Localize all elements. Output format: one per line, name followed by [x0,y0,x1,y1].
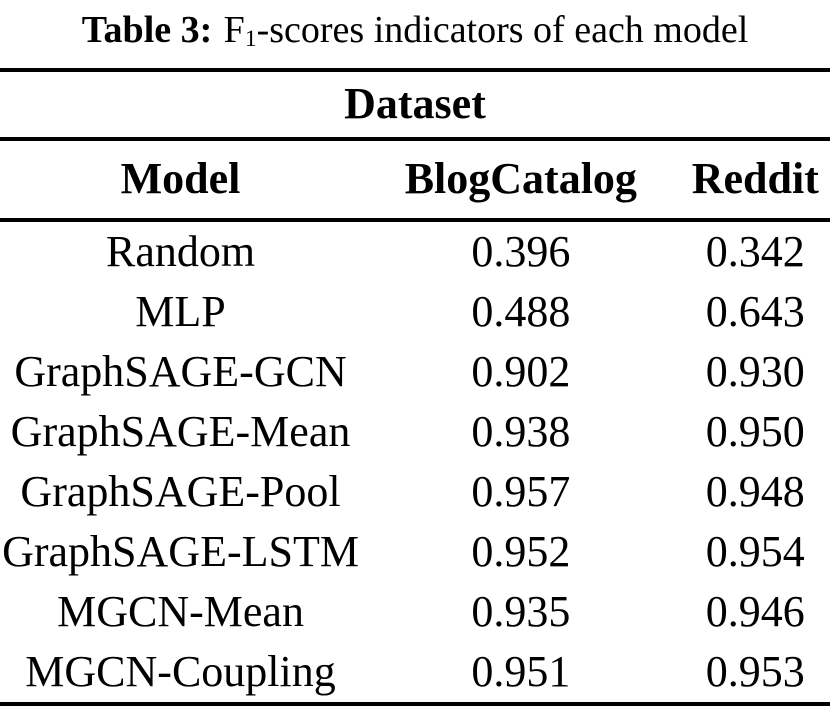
reddit-score-cell: 0.946 [705,586,805,636]
blogcatalog-score-cell: 0.396 [471,226,571,276]
dataset-group-header: Dataset [0,70,830,141]
reddit-score-cell: 0.953 [705,646,805,696]
table-row: Random 0.396 0.342 [0,220,830,282]
reddit-score-cell: 0.643 [705,286,805,336]
table-row: GraphSAGE-LSTM 0.952 0.954 [0,522,830,582]
model-name-cell: Random [105,226,256,276]
caption-metric-subscript: 1 [244,26,257,53]
table-row: MLP 0.488 0.643 [0,282,830,342]
table-row: GraphSAGE-GCN 0.902 0.930 [0,342,830,402]
reddit-score-cell: 0.930 [705,346,805,396]
group-header-row: Dataset [0,70,830,141]
model-name-cell: GraphSAGE-GCN [14,346,347,396]
caption-text: -scores indicators of each model [256,9,749,51]
blogcatalog-score-cell: 0.952 [471,526,571,576]
table-row: MGCN-Mean 0.935 0.946 [0,582,830,642]
model-name-cell: MGCN-Coupling [25,646,336,696]
column-header-reddit: Reddit [680,139,830,222]
table-caption-label: Table 3: [81,9,213,51]
caption-metric-symbol: F [223,9,245,51]
model-name-cell: GraphSAGE-Pool [20,466,341,516]
reddit-score-cell: 0.342 [705,226,805,276]
f1-scores-table: Dataset Model BlogCatalog Reddit Random … [0,68,830,706]
blogcatalog-score-cell: 0.938 [471,406,571,456]
model-name-cell: GraphSAGE-Mean [10,406,351,456]
blogcatalog-score-cell: 0.935 [471,586,571,636]
model-name-cell: GraphSAGE-LSTM [2,526,359,576]
column-header-blogcatalog: BlogCatalog [361,139,681,222]
column-header-model: Model [0,139,362,222]
column-header-row: Model BlogCatalog Reddit [0,139,830,222]
table-row: GraphSAGE-Mean 0.938 0.950 [0,402,830,462]
blogcatalog-score-cell: 0.488 [471,286,571,336]
model-name-cell: MGCN-Mean [57,586,304,636]
table-caption: Table 3: F1-scores indicators of each mod… [0,0,830,68]
reddit-score-cell: 0.950 [705,406,805,456]
blogcatalog-score-cell: 0.957 [471,466,571,516]
reddit-score-cell: 0.948 [705,466,805,516]
model-name-cell: MLP [135,286,226,336]
reddit-score-cell: 0.954 [705,526,805,576]
table-row: MGCN-Coupling 0.951 0.953 [0,642,830,704]
table-row: GraphSAGE-Pool 0.957 0.948 [0,462,830,522]
blogcatalog-score-cell: 0.951 [471,646,571,696]
blogcatalog-score-cell: 0.902 [471,346,571,396]
